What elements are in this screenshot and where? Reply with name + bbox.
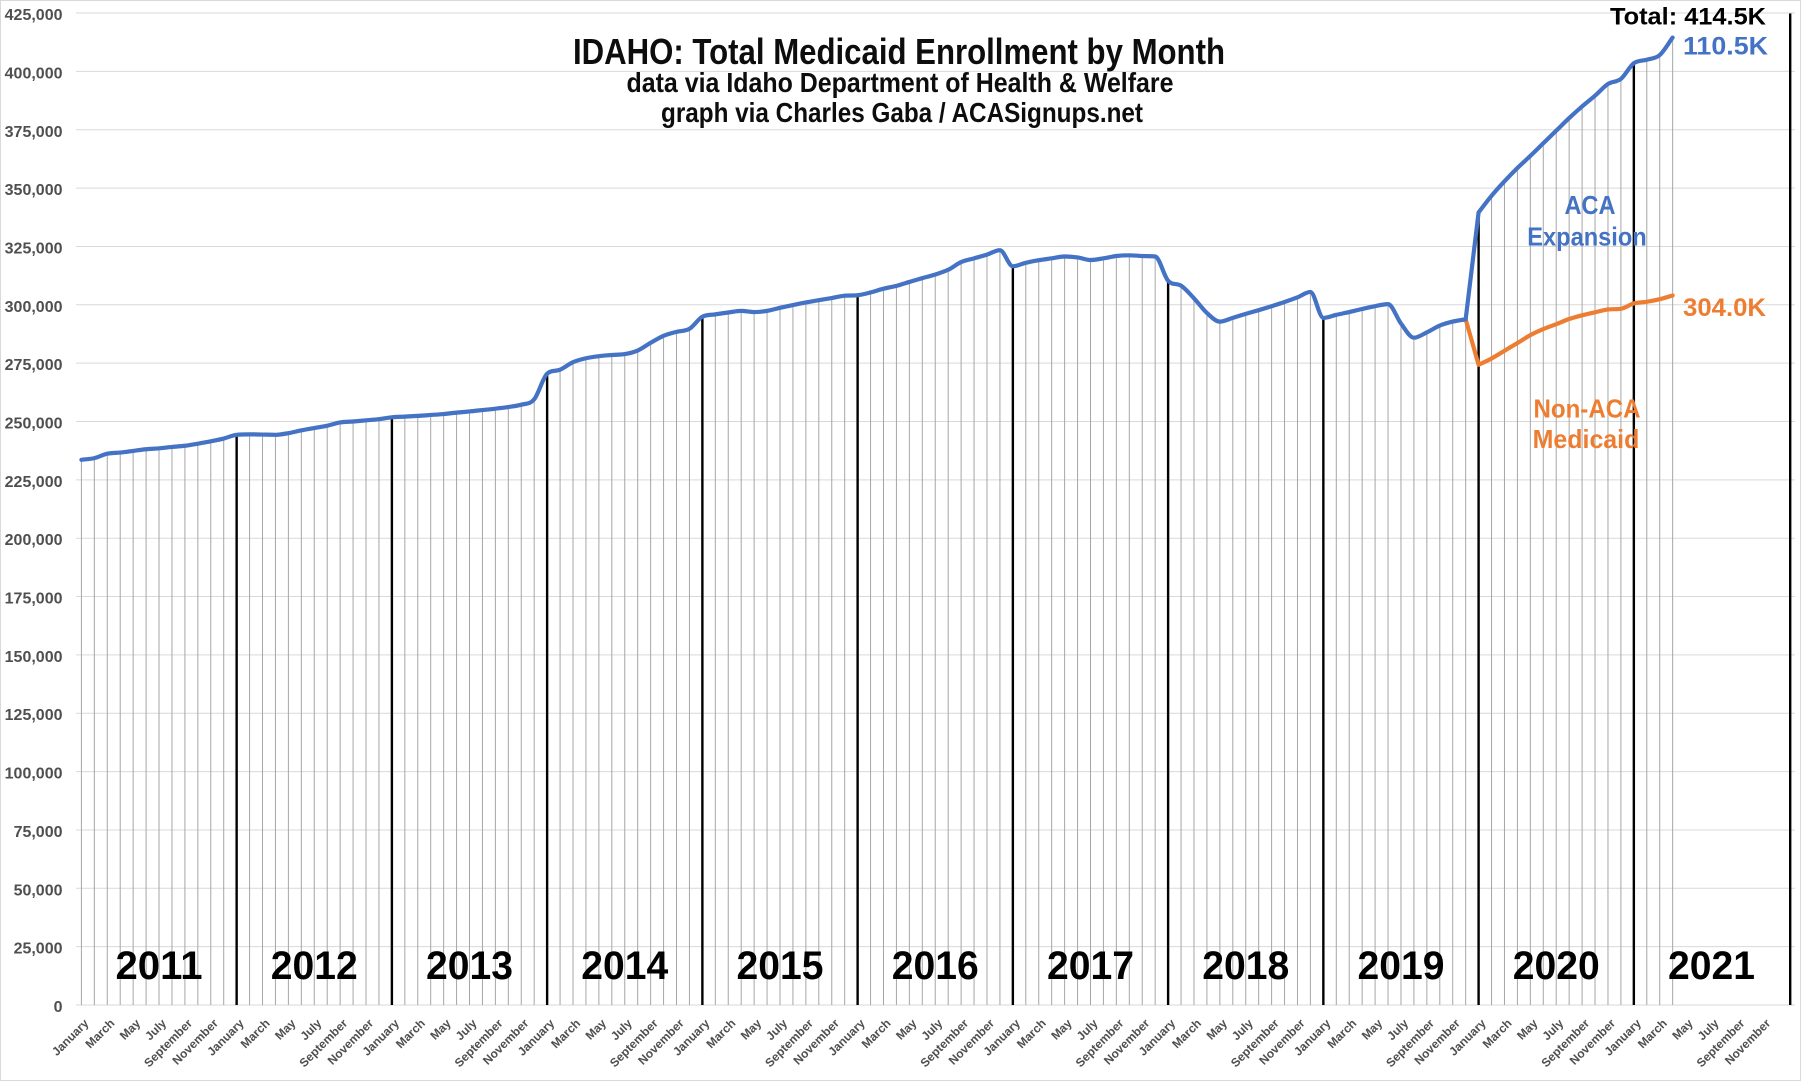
- svg-text:275,000: 275,000: [5, 357, 63, 374]
- svg-text:425,000: 425,000: [5, 7, 63, 24]
- svg-text:Non-ACA: Non-ACA: [1534, 394, 1641, 424]
- svg-text:125,000: 125,000: [5, 707, 63, 724]
- svg-text:375,000: 375,000: [5, 124, 63, 141]
- svg-text:2018: 2018: [1202, 944, 1289, 988]
- svg-text:25,000: 25,000: [14, 941, 63, 958]
- svg-text:400,000: 400,000: [5, 65, 63, 82]
- svg-text:300,000: 300,000: [5, 299, 63, 316]
- svg-text:graph via Charles Gaba / ACASi: graph via Charles Gaba / ACASignups.net: [661, 97, 1143, 128]
- svg-text:325,000: 325,000: [5, 240, 63, 257]
- svg-text:0: 0: [54, 999, 63, 1016]
- svg-text:2015: 2015: [737, 944, 824, 988]
- svg-text:2021: 2021: [1668, 944, 1755, 988]
- svg-text:2014: 2014: [581, 944, 669, 988]
- svg-text:ACA: ACA: [1565, 190, 1616, 220]
- svg-text:250,000: 250,000: [5, 416, 63, 433]
- svg-text:350,000: 350,000: [5, 182, 63, 199]
- svg-text:75,000: 75,000: [14, 824, 63, 841]
- svg-text:2020: 2020: [1513, 944, 1600, 988]
- svg-text:Medicaid: Medicaid: [1533, 424, 1640, 454]
- svg-text:data via Idaho Department of H: data via Idaho Department of Health & We…: [627, 67, 1174, 98]
- svg-text:304.0K: 304.0K: [1683, 294, 1766, 322]
- svg-text:Total: 414.5K: Total: 414.5K: [1610, 4, 1767, 31]
- svg-text:2013: 2013: [426, 944, 513, 988]
- svg-text:200,000: 200,000: [5, 532, 63, 549]
- svg-text:2019: 2019: [1358, 944, 1445, 988]
- svg-text:150,000: 150,000: [5, 649, 63, 666]
- svg-text:100,000: 100,000: [5, 766, 63, 783]
- svg-text:2017: 2017: [1047, 944, 1134, 988]
- svg-text:50,000: 50,000: [14, 882, 63, 899]
- svg-text:Expansion: Expansion: [1527, 222, 1647, 252]
- svg-text:2011: 2011: [116, 944, 203, 988]
- svg-text:IDAHO: Total Medicaid Enrollme: IDAHO: Total Medicaid Enrollment by Mont…: [573, 31, 1225, 72]
- svg-text:110.5K: 110.5K: [1683, 33, 1768, 61]
- svg-text:225,000: 225,000: [5, 474, 63, 491]
- svg-text:2016: 2016: [892, 944, 979, 988]
- svg-text:175,000: 175,000: [5, 591, 63, 608]
- svg-text:2012: 2012: [271, 944, 358, 988]
